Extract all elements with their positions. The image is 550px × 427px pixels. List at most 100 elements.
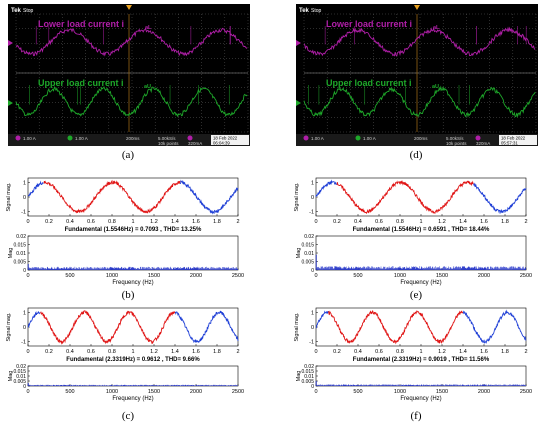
signal-y-tick-label: 1 xyxy=(23,180,26,186)
signal-axes-frame xyxy=(315,177,527,217)
signal-y-tick-label: 1 xyxy=(311,310,314,316)
signal-x-tick-label: 0.8 xyxy=(396,219,404,225)
spectrum-y-label: Mag xyxy=(8,248,14,259)
spectrum-axes-frame xyxy=(315,365,527,387)
scope-date: 18 Feb 2022 xyxy=(213,136,238,141)
signal-y-tick-label: 0 xyxy=(23,325,26,331)
signal-x-tick-label: 1.2 xyxy=(438,219,446,225)
signal-x-tick-label: 1.8 xyxy=(213,349,221,355)
spectrum-x-tick-label: 500 xyxy=(353,273,362,279)
spectrum-y-tick-label: 0.005 xyxy=(301,379,314,385)
signal-x-tick-label: 0 xyxy=(26,349,29,355)
spectrum-x-tick-label: 1500 xyxy=(436,389,448,395)
signal-x-tick-label: 1.6 xyxy=(192,219,200,225)
lower-load-subscript: aL xyxy=(433,25,440,31)
signal-y-tick-label: 0 xyxy=(311,195,314,201)
signal-x-tick-label: 2 xyxy=(236,219,239,225)
spectrum-bars xyxy=(315,254,526,270)
spectrum-x-tick-label: 1500 xyxy=(148,273,160,279)
signal-x-tick-label: 0.6 xyxy=(87,349,95,355)
spectrum-x-tick-label: 1000 xyxy=(106,273,118,279)
fundamental-text: Fundamental (2.3319Hz) = 0.9019 , THD= 1… xyxy=(353,357,490,363)
record-length: 10k points xyxy=(158,141,179,146)
signal-line-red xyxy=(336,179,474,215)
scope-screen-a: Tek Stop Lower load current i aL Upper load … xyxy=(8,5,250,146)
signal-x-tick-label: 0.4 xyxy=(66,219,74,225)
signal-x-tick-label: 0.2 xyxy=(333,219,341,225)
caption-b: (b) xyxy=(121,289,135,301)
spectrum-x-tick-label: 1000 xyxy=(394,273,406,279)
signal-x-tick-label: 1.6 xyxy=(480,219,488,225)
scope-state: Stop xyxy=(23,8,34,14)
scope-panel-d: Tek Stop Lower load current i aL Upper load … xyxy=(296,4,538,146)
signal-y-tick-label: 0 xyxy=(311,325,314,331)
scope-brand: Tek xyxy=(299,8,310,14)
scope-time: 05:57:31 xyxy=(501,141,518,146)
signal-x-tick-label: 1.4 xyxy=(459,219,467,225)
spectrum-x-tick-label: 2000 xyxy=(190,273,202,279)
lower-load-label: Lower load current i xyxy=(38,19,124,29)
spectrum-axes-frame xyxy=(27,235,239,271)
ch2-indicator-icon xyxy=(67,135,73,141)
upper-load-trace xyxy=(303,85,536,118)
signal-x-tick-label: 0.2 xyxy=(333,349,341,355)
fft-panel-e: 0 0.2 0.4 0.6 0.8 1 1.2 1.4 1.6 1.8 2 -1 0 1 Signal ma… xyxy=(288,170,550,299)
signal-x-tick-label: 1.4 xyxy=(459,349,467,355)
spectrum-y-tick-label: 0.01 xyxy=(304,251,314,257)
signal-y-tick-label: 1 xyxy=(23,310,26,316)
spectrum-y-label: Mag xyxy=(296,371,302,382)
sample-rate: 5.00kS/s xyxy=(158,136,176,141)
signal-x-tick-label: 2 xyxy=(524,219,527,225)
signal-y-label: Signal mag. xyxy=(6,312,12,342)
trigger-source-icon xyxy=(475,135,481,141)
signal-x-tick-label: 0.8 xyxy=(108,349,116,355)
fft-panel-c: 0 0.2 0.4 0.6 0.8 1 1.2 1.4 1.6 1.8 2 -1 0 1 Signal ma… xyxy=(0,300,262,411)
spectrum-y-tick-label: 0 xyxy=(311,268,314,274)
signal-x-tick-label: 1 xyxy=(131,219,134,225)
spectrum-y-tick-label: 0.02 xyxy=(304,364,314,370)
signal-x-tick-label: 2 xyxy=(524,349,527,355)
spectrum-x-tick-label: 2500 xyxy=(520,273,532,279)
scope-date: 18 Feb 2022 xyxy=(501,136,526,141)
timebase: 200ms xyxy=(414,136,428,141)
spectrum-y-tick-label: 0.01 xyxy=(16,374,26,380)
trigger-source-icon xyxy=(187,135,193,141)
spectrum-x-tick-label: 0 xyxy=(314,273,317,279)
sample-rate: 5.00kS/s xyxy=(446,136,464,141)
spectrum-axes-frame xyxy=(27,365,239,387)
scope-time: 06:04:39 xyxy=(213,141,230,146)
signal-x-tick-label: 1 xyxy=(419,349,422,355)
signal-x-tick-label: 1.4 xyxy=(171,219,179,225)
spectrum-x-tick-label: 2500 xyxy=(520,389,532,395)
signal-y-tick-label: -1 xyxy=(21,340,26,346)
ch2-indicator-icon xyxy=(355,135,361,141)
caption-c: (c) xyxy=(121,410,135,422)
lower-load-label: Lower load current i xyxy=(326,19,412,29)
spectrum-bars xyxy=(27,264,238,270)
spectrum-y-tick-label: 0.005 xyxy=(13,379,26,385)
spectrum-x-tick-label: 1000 xyxy=(106,389,118,395)
signal-line-blue xyxy=(27,310,239,344)
signal-x-tick-label: 0.8 xyxy=(396,349,404,355)
signal-x-tick-label: 1.2 xyxy=(150,349,158,355)
ch1-marker-icon xyxy=(8,40,13,46)
trigger-level: 320mA xyxy=(188,141,202,146)
datetime-box xyxy=(211,135,249,145)
lower-load-trace xyxy=(303,26,536,57)
spectrum-y-tick-label: 0 xyxy=(23,384,26,390)
signal-x-tick-label: 0.6 xyxy=(87,219,95,225)
scope-screen-d: Tek Stop Lower load current i aL Upper load … xyxy=(296,5,538,146)
scope-brand: Tek xyxy=(11,8,22,14)
spectrum-y-tick-label: 0.02 xyxy=(16,234,26,240)
signal-x-tick-label: 1 xyxy=(419,219,422,225)
trigger-position-icon xyxy=(414,5,420,10)
spectrum-y-tick-label: 0.005 xyxy=(301,260,314,266)
trigger-position-icon xyxy=(126,5,132,10)
signal-x-tick-label: 1.2 xyxy=(438,349,446,355)
upper-load-subscript: aU xyxy=(144,84,151,90)
signal-y-label: Signal mag. xyxy=(294,182,300,212)
signal-x-tick-label: 1.6 xyxy=(192,349,200,355)
fundamental-text: Fundamental (1.5546Hz) = 0.6591 , THD= 1… xyxy=(353,227,490,233)
